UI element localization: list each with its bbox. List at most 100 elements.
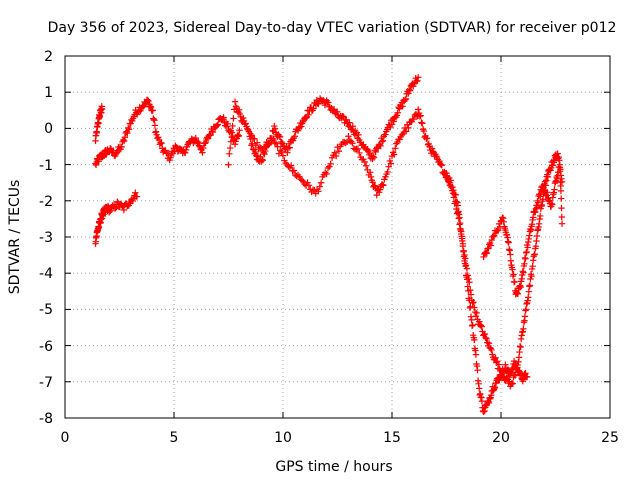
data-point bbox=[158, 140, 165, 147]
data-point bbox=[172, 143, 180, 151]
data-point bbox=[276, 133, 284, 141]
data-point bbox=[305, 111, 312, 119]
data-point bbox=[490, 233, 497, 240]
data-point bbox=[509, 266, 516, 273]
data-point bbox=[505, 239, 512, 246]
data-point bbox=[124, 129, 131, 137]
data-point bbox=[557, 166, 564, 173]
data-point bbox=[228, 129, 235, 136]
data-point bbox=[549, 201, 556, 208]
data-point bbox=[454, 202, 462, 209]
data-point bbox=[416, 113, 423, 120]
data-point bbox=[544, 173, 552, 181]
data-point bbox=[252, 148, 259, 156]
data-point bbox=[354, 145, 362, 153]
data-point bbox=[220, 114, 227, 121]
data-point bbox=[236, 127, 243, 134]
data-point bbox=[453, 210, 461, 217]
data-point bbox=[372, 148, 379, 156]
data-point bbox=[473, 309, 480, 317]
data-point bbox=[287, 162, 295, 169]
data-point bbox=[419, 120, 426, 127]
data-point bbox=[349, 123, 356, 130]
y-tick-label: -8 bbox=[39, 411, 53, 427]
data-point bbox=[380, 182, 387, 189]
data-point bbox=[558, 204, 565, 212]
data-point bbox=[529, 263, 536, 270]
data-point bbox=[460, 247, 467, 254]
data-point bbox=[522, 306, 530, 313]
data-point bbox=[249, 140, 256, 147]
y-tick-label: -1 bbox=[39, 158, 53, 174]
data-point bbox=[226, 144, 234, 152]
y-axis-label: SDTVAR / TECUs bbox=[7, 180, 23, 295]
data-point bbox=[495, 361, 503, 368]
data-point bbox=[394, 109, 401, 116]
data-point bbox=[93, 129, 101, 136]
data-point bbox=[455, 215, 462, 222]
data-point bbox=[298, 177, 306, 184]
x-tick-label: 5 bbox=[170, 430, 179, 446]
data-point bbox=[454, 209, 462, 216]
data-point bbox=[423, 134, 431, 142]
data-point bbox=[469, 321, 476, 329]
data-point bbox=[204, 135, 212, 142]
data-point bbox=[335, 148, 343, 155]
data-point bbox=[452, 198, 459, 205]
data-point bbox=[526, 282, 534, 289]
data-point bbox=[231, 98, 239, 105]
x-axis-label: GPS time / hours bbox=[275, 459, 392, 475]
data-point bbox=[259, 147, 266, 155]
data-point bbox=[264, 139, 272, 146]
data-point bbox=[533, 204, 541, 211]
data-point bbox=[326, 163, 333, 170]
data-point bbox=[227, 138, 235, 145]
data-point bbox=[251, 135, 258, 143]
data-point bbox=[467, 303, 474, 310]
data-point bbox=[195, 142, 203, 149]
y-tick-label: 2 bbox=[44, 49, 53, 65]
data-point bbox=[182, 146, 190, 154]
data-point bbox=[558, 178, 566, 186]
data-point bbox=[511, 371, 518, 378]
data-point bbox=[522, 255, 529, 262]
data-point bbox=[270, 135, 277, 143]
data-point bbox=[534, 199, 542, 206]
data-point bbox=[456, 214, 463, 221]
data-point bbox=[482, 334, 489, 341]
data-point bbox=[531, 250, 538, 258]
data-point bbox=[405, 124, 412, 132]
data-point bbox=[488, 346, 495, 354]
data-point bbox=[286, 144, 294, 151]
data-point bbox=[507, 251, 514, 258]
series-trace-h bbox=[443, 150, 566, 390]
data-point bbox=[390, 118, 397, 125]
data-point bbox=[274, 143, 281, 150]
data-point bbox=[384, 168, 391, 176]
data-point bbox=[417, 112, 424, 119]
data-point bbox=[461, 251, 468, 259]
x-tick-label: 15 bbox=[383, 430, 401, 446]
data-point bbox=[310, 105, 317, 112]
data-point bbox=[226, 150, 233, 158]
data-point bbox=[327, 160, 334, 168]
data-point bbox=[468, 316, 475, 324]
data-point bbox=[483, 250, 491, 257]
data-point bbox=[225, 161, 232, 168]
data-point bbox=[114, 198, 121, 205]
data-point bbox=[258, 156, 266, 163]
data-point bbox=[458, 235, 466, 242]
data-point bbox=[208, 128, 216, 135]
data-point bbox=[259, 157, 267, 164]
data-point bbox=[213, 122, 221, 129]
data-point bbox=[401, 96, 409, 104]
data-point bbox=[369, 153, 377, 160]
data-point bbox=[378, 138, 386, 145]
data-point bbox=[323, 170, 330, 178]
data-point bbox=[425, 140, 432, 147]
data-point bbox=[488, 236, 495, 244]
series-trace-c bbox=[92, 103, 106, 145]
data-point bbox=[349, 140, 356, 147]
data-point bbox=[511, 278, 518, 285]
data-point bbox=[181, 149, 189, 157]
